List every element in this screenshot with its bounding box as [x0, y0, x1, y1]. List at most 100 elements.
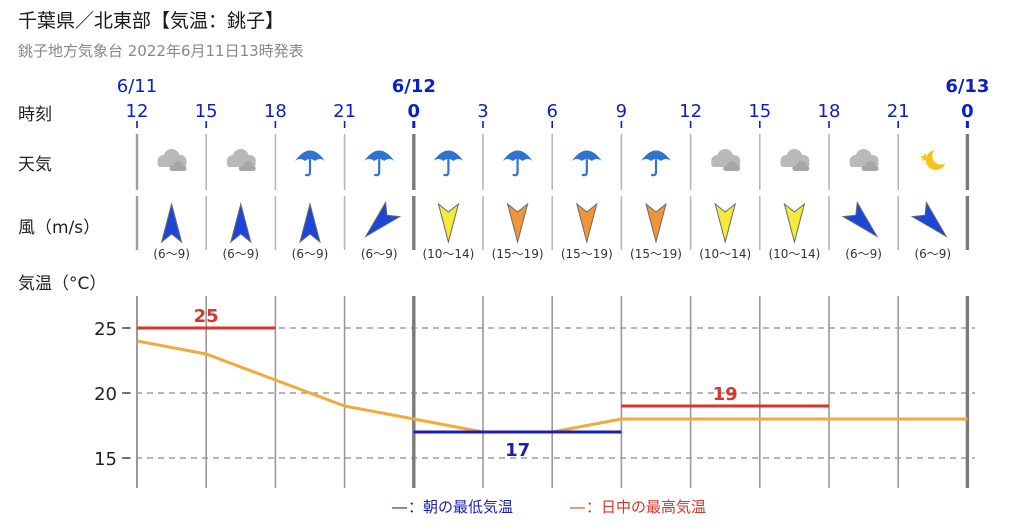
hour-label-11: 21 [887, 101, 910, 122]
cloud-icon [780, 149, 810, 171]
hour-label-4: 0 [408, 101, 421, 122]
umbrella-icon [433, 150, 464, 177]
cloud-part [238, 166, 256, 171]
wind-arrow-shape [783, 202, 806, 244]
wind-range-label: (15～19) [492, 247, 544, 261]
wind-range-label: (10～14) [699, 247, 751, 261]
wind-arrow-icon [506, 202, 529, 244]
umbrella-handle [650, 158, 658, 177]
y-tick-label-25: 25 [94, 319, 117, 340]
umbrella-icon [364, 150, 395, 177]
umbrella-canopy [502, 150, 533, 161]
hour-label-8: 12 [679, 101, 702, 122]
issued-subtitle: 銚子地方気象台 2022年6月11日13時発表 [18, 42, 304, 60]
y-tick-label-15: 15 [94, 449, 117, 470]
cloud-icon [849, 149, 879, 171]
legend-max-marker: ― [570, 498, 585, 516]
umbrella-canopy [364, 150, 395, 161]
wind-arrow-shape [645, 202, 667, 244]
legend-min-marker: ― [392, 498, 407, 516]
wind-arrow-icon [910, 200, 948, 238]
wind-arrow-icon [575, 202, 598, 244]
wind-arrow-icon [645, 202, 667, 244]
moon-cutout [932, 147, 950, 165]
column-separators [135, 134, 970, 488]
hour-label-6: 6 [546, 101, 557, 122]
wind-arrow-icon [437, 202, 460, 244]
legend: ― ：朝の最低気温 ― ：日中の最高気温 [392, 498, 706, 516]
wind-arrow-icon [299, 202, 321, 244]
wind-row: (6～9) (6～9) (6～9) (6～9) (10～14) (15～19) (15～19… [153, 200, 951, 261]
wind-range-label: (6～9) [845, 247, 882, 261]
temperature-row-label: 気温（°C） [18, 274, 106, 294]
wind-arrow-shape [910, 200, 948, 238]
hour-label-2: 18 [264, 101, 287, 122]
wind-range-label: (6～9) [914, 247, 951, 261]
umbrella-icon [502, 150, 533, 177]
legend-max-label: ：日中の最高気温 [586, 498, 706, 516]
cloud-icon [711, 149, 741, 171]
page-title: 千葉県／北東部【気温：銚子】 [18, 10, 285, 32]
moon-star-icon [920, 147, 950, 170]
cloud-part [861, 166, 879, 171]
wind-arrow-shape [364, 200, 402, 238]
wind-arrow-icon [783, 202, 806, 244]
wind-arrow-icon [841, 200, 879, 238]
legend-min-label: ：朝の最低気温 [408, 498, 513, 516]
cloud-icon [157, 149, 187, 171]
wind-row-label: 風（m/s） [18, 218, 100, 238]
umbrella-handle [304, 158, 312, 177]
umbrella-icon [641, 150, 671, 177]
umbrella-icon [571, 150, 602, 177]
date-label-0: 6/11 [117, 76, 157, 97]
umbrella-handle [581, 158, 588, 177]
max-temp-label-1: 19 [713, 384, 738, 405]
umbrella-canopy [433, 150, 464, 161]
umbrella-canopy [641, 150, 671, 161]
weather-row-label: 天気 [18, 155, 52, 175]
wind-arrow-icon [714, 202, 737, 244]
wind-range-label: (6～9) [292, 247, 329, 261]
cloud-icon [226, 149, 256, 171]
umbrella-canopy [571, 150, 602, 161]
hour-label-5: 3 [477, 101, 488, 122]
wind-range-label: (6～9) [222, 247, 259, 261]
date-label-2: 6/13 [945, 76, 989, 97]
wind-range-label: (6～9) [361, 247, 398, 261]
time-row-label: 時刻 [18, 105, 52, 125]
temperature-plot: 25 19 17 [136, 306, 968, 461]
hour-label-7: 9 [616, 101, 627, 122]
wind-arrow-shape [229, 202, 252, 244]
y-tick-label-20: 20 [94, 384, 117, 405]
hour-label-0: 12 [126, 101, 149, 122]
wind-arrow-shape [506, 202, 529, 244]
cloud-part [792, 166, 810, 171]
wind-range-label: (15～19) [630, 247, 682, 261]
cloud-part [723, 166, 741, 171]
wind-range-label: (15～19) [561, 247, 613, 261]
wind-arrow-shape [437, 202, 460, 244]
hour-label-1: 15 [195, 101, 218, 122]
wind-arrow-icon [229, 202, 252, 244]
wind-arrow-shape [575, 202, 598, 244]
wind-arrow-icon [160, 202, 183, 244]
hour-label-9: 15 [748, 101, 771, 122]
star-shape [920, 153, 930, 162]
wind-arrow-icon [364, 200, 402, 238]
wind-range-label: (6～9) [153, 247, 190, 261]
wind-arrow-shape [714, 202, 737, 244]
max-temp-label-0: 25 [194, 306, 219, 327]
umbrella-icon [295, 150, 325, 177]
wind-arrow-shape [160, 202, 183, 244]
umbrella-canopy [295, 150, 325, 161]
weather-row [157, 147, 950, 177]
wind-arrow-shape [841, 200, 879, 238]
hour-label-3: 21 [333, 101, 356, 122]
cloud-part [169, 166, 187, 171]
umbrella-handle [443, 158, 450, 177]
hour-label-10: 18 [818, 101, 841, 122]
wind-range-label: (10～14) [768, 247, 820, 261]
umbrella-handle [374, 158, 381, 177]
time-header: 6/11 6/12 6/13 12 15 18 21 0 3 6 9 12 15 18 21 0 [117, 76, 989, 128]
